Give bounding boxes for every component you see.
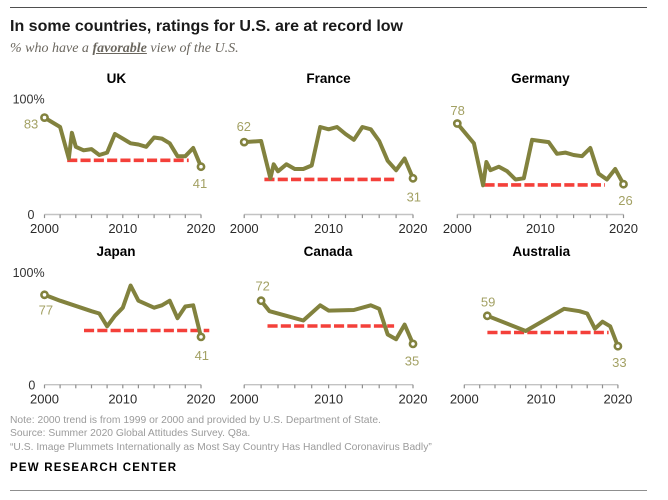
svg-text:2020: 2020	[399, 391, 428, 406]
svg-text:41: 41	[195, 348, 209, 363]
svg-text:77: 77	[39, 303, 53, 318]
svg-text:UK: UK	[107, 71, 127, 86]
svg-text:2020: 2020	[187, 221, 216, 236]
svg-text:72: 72	[255, 279, 269, 294]
svg-text:2020: 2020	[187, 391, 216, 406]
svg-text:2000: 2000	[450, 391, 479, 406]
svg-text:2020: 2020	[603, 391, 632, 406]
svg-text:2010: 2010	[526, 221, 555, 236]
svg-text:Canada: Canada	[304, 244, 353, 259]
svg-text:26: 26	[618, 193, 632, 208]
svg-text:Australia: Australia	[512, 244, 570, 259]
svg-text:2000: 2000	[230, 221, 259, 236]
svg-text:0: 0	[28, 379, 35, 393]
svg-text:2010: 2010	[527, 391, 556, 406]
svg-text:Japan: Japan	[96, 244, 135, 259]
svg-text:2020: 2020	[399, 221, 428, 236]
svg-text:100%: 100%	[13, 266, 45, 280]
svg-text:Germany: Germany	[511, 71, 570, 86]
svg-text:2000: 2000	[30, 391, 59, 406]
svg-text:35: 35	[405, 354, 419, 369]
svg-text:41: 41	[193, 176, 207, 191]
svg-text:31: 31	[407, 189, 421, 204]
svg-text:2020: 2020	[609, 221, 638, 236]
svg-text:33: 33	[612, 355, 626, 370]
svg-text:2010: 2010	[314, 391, 343, 406]
svg-text:0: 0	[27, 208, 34, 222]
svg-text:100%: 100%	[13, 93, 45, 107]
svg-text:2010: 2010	[108, 221, 137, 236]
svg-text:62: 62	[237, 119, 251, 134]
svg-text:2010: 2010	[314, 221, 343, 236]
svg-text:2010: 2010	[108, 391, 137, 406]
svg-text:2000: 2000	[230, 391, 259, 406]
svg-text:78: 78	[450, 103, 464, 118]
svg-text:2000: 2000	[443, 221, 472, 236]
svg-text:2000: 2000	[30, 221, 59, 236]
svg-text:France: France	[306, 71, 351, 86]
svg-text:83: 83	[24, 117, 38, 132]
svg-text:59: 59	[481, 295, 495, 310]
